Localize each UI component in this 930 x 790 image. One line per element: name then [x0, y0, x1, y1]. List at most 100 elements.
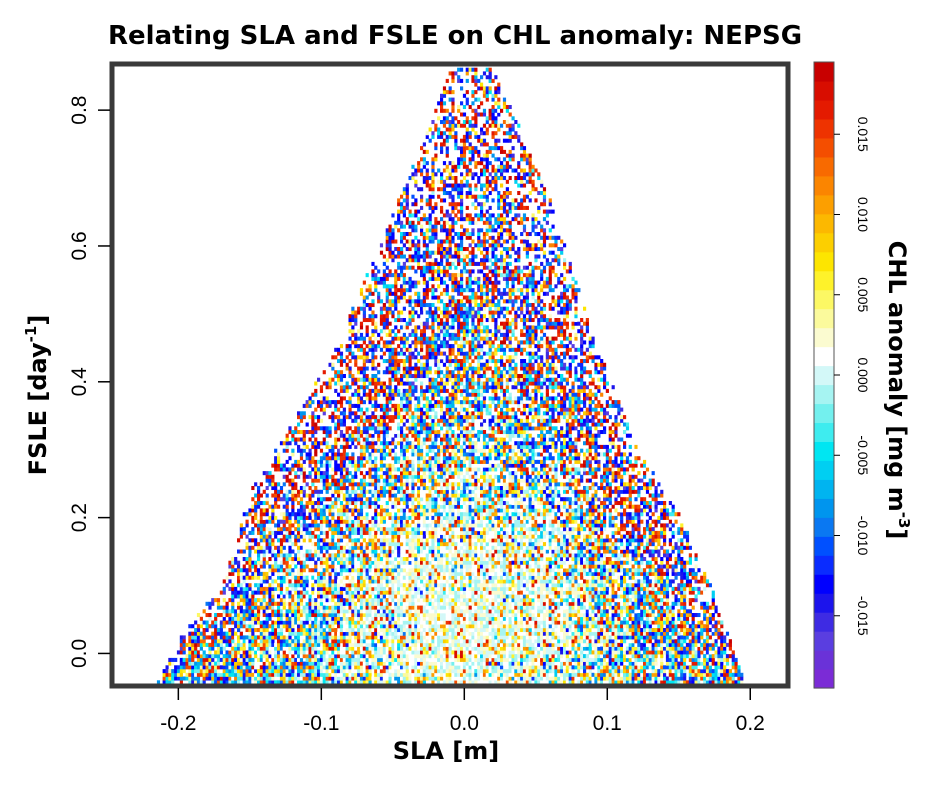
heatmap-cell [196, 657, 201, 662]
heatmap-cell [374, 549, 378, 554]
heatmap-cell [208, 654, 212, 659]
heatmap-cell [397, 456, 401, 461]
heatmap-cell [359, 377, 364, 382]
heatmap-cell [411, 474, 415, 479]
heatmap-cell [265, 486, 269, 491]
heatmap-cell [345, 631, 349, 636]
heatmap-cell [322, 504, 326, 509]
heatmap-cell [319, 628, 324, 633]
heatmap-cell [414, 448, 418, 453]
heatmap-cell [425, 344, 429, 349]
heatmap-cell [428, 669, 432, 674]
heatmap-cell [265, 650, 269, 655]
heatmap-cell [365, 437, 369, 442]
heatmap-cell [420, 568, 424, 573]
heatmap-cell [414, 657, 418, 662]
heatmap-cell [405, 654, 409, 659]
heatmap-cell [365, 377, 369, 382]
heatmap-cell [420, 318, 424, 323]
heatmap-cell [420, 351, 424, 356]
heatmap-cell [425, 179, 429, 184]
heatmap-cell [222, 669, 226, 674]
heatmap-cell [254, 680, 258, 685]
heatmap-cell [245, 650, 249, 655]
heatmap-cell [391, 486, 395, 491]
heatmap-cell [354, 321, 358, 326]
heatmap-cell [259, 654, 263, 659]
heatmap-cell [374, 605, 378, 610]
heatmap-cell [257, 609, 261, 614]
heatmap-cell [328, 474, 332, 479]
heatmap-cell [308, 628, 312, 633]
heatmap-cell [374, 486, 378, 491]
heatmap-cell [394, 220, 398, 225]
heatmap-cell [359, 530, 364, 535]
heatmap-cell [371, 459, 375, 464]
heatmap-cell [325, 549, 329, 554]
heatmap-cell [359, 444, 364, 449]
heatmap-cell [331, 635, 335, 640]
heatmap-cell [348, 631, 352, 636]
heatmap-cell [237, 639, 241, 644]
heatmap-cell [394, 288, 398, 293]
heatmap-cell [379, 564, 384, 569]
heatmap-cell [362, 280, 366, 285]
heatmap-cell [371, 504, 375, 509]
heatmap-cell [420, 198, 424, 203]
heatmap-cell [294, 616, 298, 621]
heatmap-cell [339, 344, 344, 349]
heatmap-cell [400, 392, 404, 397]
heatmap-cell [317, 441, 321, 446]
heatmap-cell [339, 564, 344, 569]
heatmap-cell [357, 538, 361, 543]
heatmap-cell [408, 299, 412, 304]
heatmap-cell [385, 471, 389, 476]
heatmap-cell [259, 620, 263, 625]
heatmap-cell [291, 609, 295, 614]
heatmap-cell [391, 310, 395, 315]
heatmap-cell [377, 639, 381, 644]
heatmap-cell [322, 635, 326, 640]
heatmap-cell [254, 523, 258, 528]
heatmap-cell [319, 407, 324, 412]
heatmap-cell [237, 624, 241, 629]
heatmap-cell [277, 669, 281, 674]
heatmap-cell [365, 594, 369, 599]
heatmap-cell [400, 247, 404, 252]
heatmap-cell [299, 489, 304, 494]
heatmap-cell [354, 545, 358, 550]
heatmap-cell [405, 512, 409, 517]
heatmap-cell [237, 571, 241, 576]
heatmap-cell [334, 463, 338, 468]
heatmap-cell [388, 471, 392, 476]
heatmap-cell [368, 306, 372, 311]
heatmap-cell [271, 538, 275, 543]
heatmap-cell [365, 396, 369, 401]
heatmap-cell [371, 553, 375, 558]
heatmap-cell [411, 661, 415, 666]
heatmap-cell [237, 590, 241, 595]
heatmap-cell [368, 388, 372, 393]
heatmap-cell [282, 601, 286, 606]
heatmap-cell [379, 385, 384, 390]
heatmap-cell [254, 616, 258, 621]
heatmap-cell [391, 590, 395, 595]
heatmap-cell [354, 650, 358, 655]
heatmap-cell [388, 332, 392, 337]
heatmap-cell [337, 370, 341, 375]
heatmap-cell [334, 471, 338, 476]
heatmap-cell [302, 471, 306, 476]
heatmap-cell [385, 422, 389, 427]
heatmap-cell [262, 657, 266, 662]
heatmap-cell [405, 366, 409, 371]
heatmap-cell [411, 515, 415, 520]
heatmap-cell [374, 489, 378, 494]
heatmap-cell [325, 542, 329, 547]
heatmap-cell [299, 676, 304, 681]
heatmap-cell [362, 463, 366, 468]
heatmap-cell [285, 631, 289, 636]
heatmap-cell [279, 542, 284, 547]
heatmap-cell [374, 336, 378, 341]
heatmap-cell [262, 571, 266, 576]
heatmap-cell [371, 571, 375, 576]
